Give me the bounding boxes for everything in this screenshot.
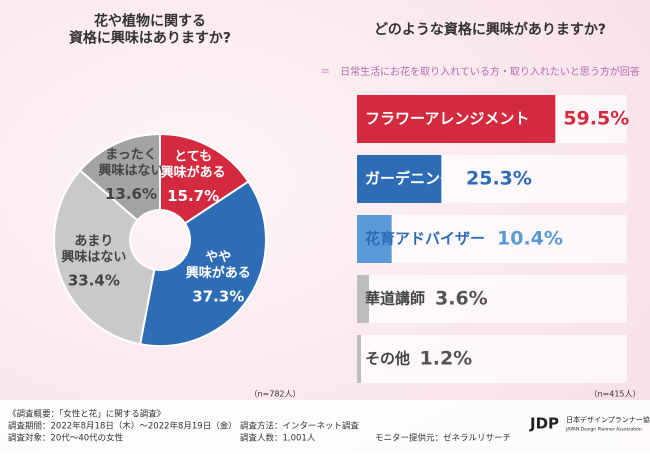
footer-band xyxy=(0,400,650,450)
slice-label: とても興味がある xyxy=(161,149,226,180)
bar-value: 25.3% xyxy=(466,168,532,190)
logo-name: 日本デザインプランナー協会 xyxy=(566,415,650,424)
donut-slice xyxy=(138,180,267,347)
row-panel xyxy=(357,275,627,323)
bar-label: ガーデニング xyxy=(365,170,455,188)
donut-slice xyxy=(159,132,250,225)
bar-value: 1.2% xyxy=(420,348,473,370)
bar-value: 59.5% xyxy=(563,108,629,130)
bar-label: フラワーアレンジメント xyxy=(365,110,529,128)
sample-note: （n=782人） xyxy=(249,390,300,399)
bar xyxy=(357,215,392,263)
logo-english: JAPAN Design Planner Association xyxy=(565,427,642,433)
slice-value: 33.4% xyxy=(68,271,120,289)
donut-slice xyxy=(78,132,161,222)
slice-value: 13.6% xyxy=(105,185,157,203)
footer-item: モニター提供元：ゼネラルリサーチ xyxy=(375,433,511,444)
bar xyxy=(357,155,442,203)
sample-note: （n=415人） xyxy=(589,390,640,399)
bar xyxy=(357,95,556,143)
footer-item: 調査対象：20代～40代の女性 xyxy=(8,433,124,444)
bar-value: 10.4% xyxy=(497,228,563,250)
bar xyxy=(357,335,361,383)
slice-label: やや興味がある xyxy=(186,249,251,280)
bar-label: 花育アドバイザー xyxy=(365,230,485,248)
footer-heading: 《調査概要：「女性と花」に関する調査》 xyxy=(8,409,165,420)
bar xyxy=(357,275,369,323)
slice-value: 15.7% xyxy=(167,187,219,205)
bar-label: 華道講師 xyxy=(365,290,425,308)
row-panel xyxy=(357,335,627,383)
slice-value: 37.3% xyxy=(192,287,244,305)
row-panel xyxy=(357,215,627,263)
chart-title: 花や植物に関する資格に興味はありますか? xyxy=(69,13,231,47)
footer-item: 調査方法：インターネット調査 xyxy=(240,421,360,432)
slice-label: あまり興味はない xyxy=(61,233,126,264)
bar-value: 3.6% xyxy=(435,288,488,310)
footer-item: 調査人数：1,001人 xyxy=(240,433,316,444)
bar-label: その他 xyxy=(365,350,410,368)
logo-mark: JDP xyxy=(529,415,559,433)
subtitle: ＝ 日常生活にお花を取り入れている方・取り入れたいと思う方が回答 ＝ xyxy=(320,65,650,78)
footer-item: 調査期間：2022年8月18日（木）～2022年8月19日（金） xyxy=(8,421,237,432)
chart-title: どのような資格に興味がありますか? xyxy=(374,21,606,38)
slice-label: まったく興味はない xyxy=(98,147,163,178)
